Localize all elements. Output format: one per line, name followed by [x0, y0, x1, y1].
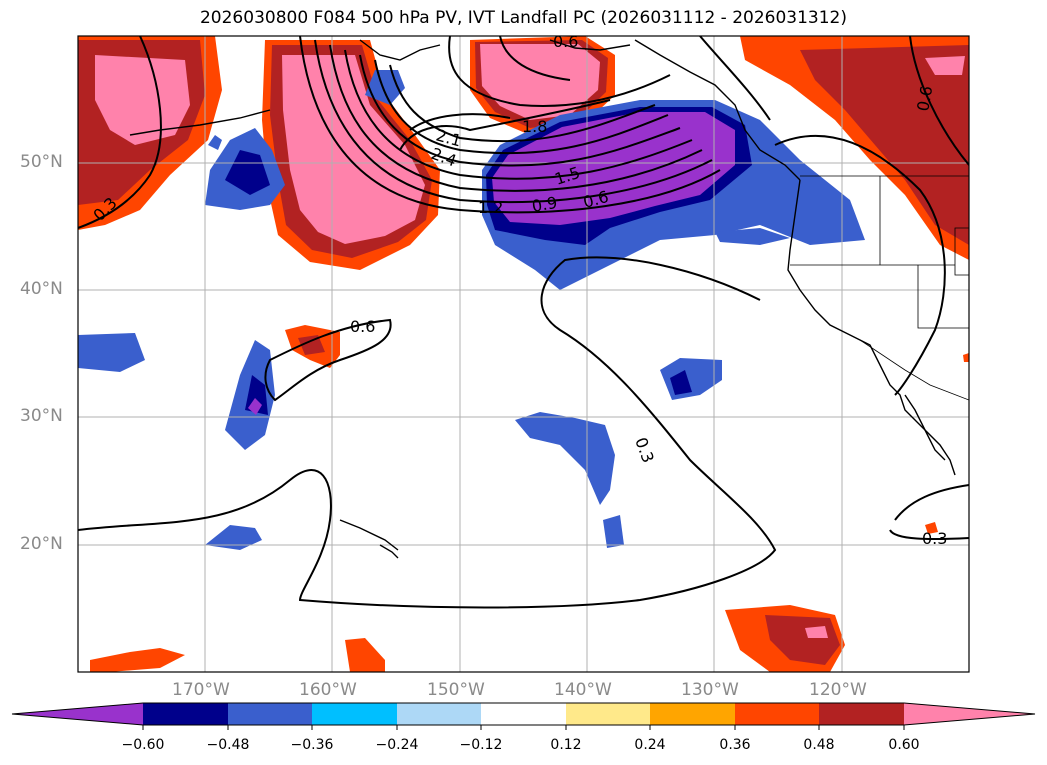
anomaly-neg-small9 [715, 228, 790, 245]
colorbar-extend-min [12, 703, 143, 725]
colorbar-tick-label: −0.48 [206, 737, 250, 753]
map-title: 2026030800 F084 500 hPa PV, IVT Landfall… [199, 8, 847, 28]
contour-label-06-top: 0.6 [553, 32, 578, 51]
colorbar-tick-label: −0.60 [121, 737, 165, 753]
colorbar-seg-6 [566, 703, 650, 725]
anomaly-neg-small1-core [225, 150, 270, 195]
contour-label-18: 1.8 [522, 117, 547, 136]
colorbar [11, 702, 1036, 730]
anomaly-neg-small6-core [670, 370, 692, 395]
colorbar-tick-label: 0.48 [803, 737, 835, 753]
pv-contours [78, 36, 969, 609]
colorbar-seg-9 [819, 703, 904, 725]
anomaly-pos-small4 [90, 648, 185, 672]
lon-label-140w: 140°W [554, 680, 612, 700]
lon-label-160w: 160°W [299, 680, 357, 700]
colorbar-tick-label: 0.24 [634, 737, 666, 753]
colorbar-tick-label: 0.60 [888, 737, 920, 753]
contour-label-03-se: 0.3 [922, 529, 947, 548]
gridlines [78, 36, 969, 672]
anomaly-neg-small4-purple [248, 398, 262, 415]
anomaly-pos-small1-core [298, 335, 325, 355]
colorbar-tick-label: 0.12 [550, 737, 582, 753]
contour-label-06-ne: 0.6 [913, 84, 936, 112]
anomaly-neg-small10 [208, 135, 222, 150]
colorbar-extend-max [904, 703, 1035, 725]
lat-label-30n: 30°N [20, 406, 63, 426]
colorbar-tick-label: −0.36 [290, 737, 334, 753]
anomaly-neg-small5 [515, 412, 615, 505]
colorbar-seg-7 [650, 703, 735, 725]
lat-label-50n: 50°N [20, 152, 63, 172]
anomaly-neg-small3 [78, 333, 145, 372]
anomaly-pos-small5 [925, 522, 938, 534]
borders [790, 175, 969, 401]
anomaly-pos-small6 [963, 353, 969, 362]
colorbar-seg-2 [228, 703, 312, 725]
lat-label-40n: 40°N [20, 279, 63, 299]
colorbar-tick-label: −0.24 [375, 737, 419, 753]
lon-label-170w: 170°W [172, 680, 230, 700]
contour-label-06-sub: 0.6 [350, 317, 375, 336]
lon-label-130w: 130°W [681, 680, 739, 700]
colorbar-seg-3 [312, 703, 397, 725]
map-frame [77, 35, 970, 673]
anomaly-trough-inner [282, 55, 425, 244]
colorbar-tick-label: −0.12 [459, 737, 503, 753]
lat-label-20n: 20°N [20, 534, 63, 554]
colorbar-seg-1 [143, 703, 228, 725]
anomaly-neg-small8 [205, 525, 262, 550]
anomaly-north-inner [480, 44, 600, 120]
anomaly-pos-small3 [345, 638, 385, 672]
lon-label-120w: 120°W [809, 680, 867, 700]
contour-label-09: 0.9 [530, 193, 558, 216]
lon-label-150w: 150°W [427, 680, 485, 700]
contour-label-12: 1.2 [478, 198, 503, 217]
colorbar-seg-4 [397, 703, 481, 725]
anomaly-neg-small7 [603, 515, 624, 548]
colorbar-seg-5 [481, 703, 566, 725]
colorbar-tick-label: 0.36 [719, 737, 751, 753]
coastlines [129, 39, 956, 559]
pv-shading: 0.6 2.1 1.8 2.4 1.5 1.2 0.9 0.6 0.6 0.3 … [78, 32, 969, 672]
anomaly-nw-inner [95, 55, 190, 145]
anomaly-pos-small2-inner [805, 626, 828, 638]
colorbar-seg-8 [735, 703, 819, 725]
anomaly-ne-inner [925, 56, 965, 75]
anomaly-neg-inner [492, 112, 735, 225]
